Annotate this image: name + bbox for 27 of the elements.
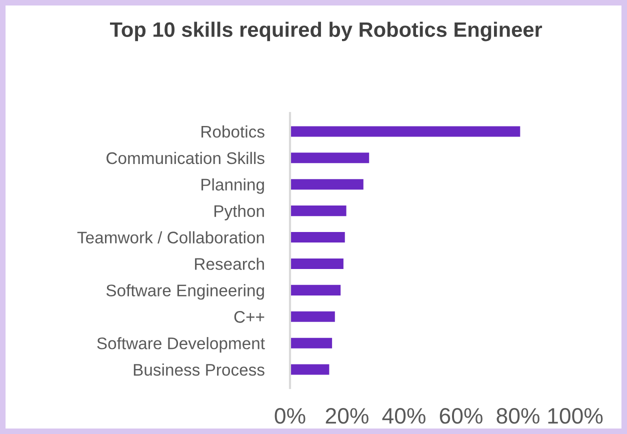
- bar: [290, 362, 331, 376]
- y-tick-label: Planning: [202, 178, 264, 194]
- bar: [290, 284, 342, 297]
- y-tick-label: Software Development: [97, 337, 265, 353]
- bar: [290, 230, 346, 244]
- bar: [290, 124, 522, 138]
- x-tick-label: 80%: [496, 408, 540, 424]
- bar: [290, 178, 365, 192]
- x-tick-label: 60%: [440, 408, 482, 424]
- chart-title: Top 10 skills required by Robotics Engineer: [110, 22, 542, 42]
- y-tick-label: Business Process: [134, 364, 264, 376]
- bar: [290, 151, 370, 165]
- bar: [290, 310, 336, 324]
- bar: [290, 257, 345, 270]
- y-tick-label: Communication Skills: [106, 152, 264, 164]
- bar: [290, 336, 334, 350]
- x-tick-label: 0%: [274, 408, 306, 424]
- y-tick-label: Robotics: [202, 125, 264, 138]
- x-tick-label: 40%: [382, 408, 426, 424]
- y-tick-label: Software Engineering: [106, 284, 264, 300]
- y-tick-label: Teamwork / Collaboration: [77, 231, 264, 244]
- y-tick-label: Python: [214, 204, 264, 220]
- y-tick-label: Research: [195, 258, 264, 270]
- x-tick-label: 20%: [326, 408, 368, 424]
- y-tick-label: C++: [234, 311, 264, 323]
- bar: [290, 204, 348, 218]
- x-tick-label: 100%: [548, 408, 603, 424]
